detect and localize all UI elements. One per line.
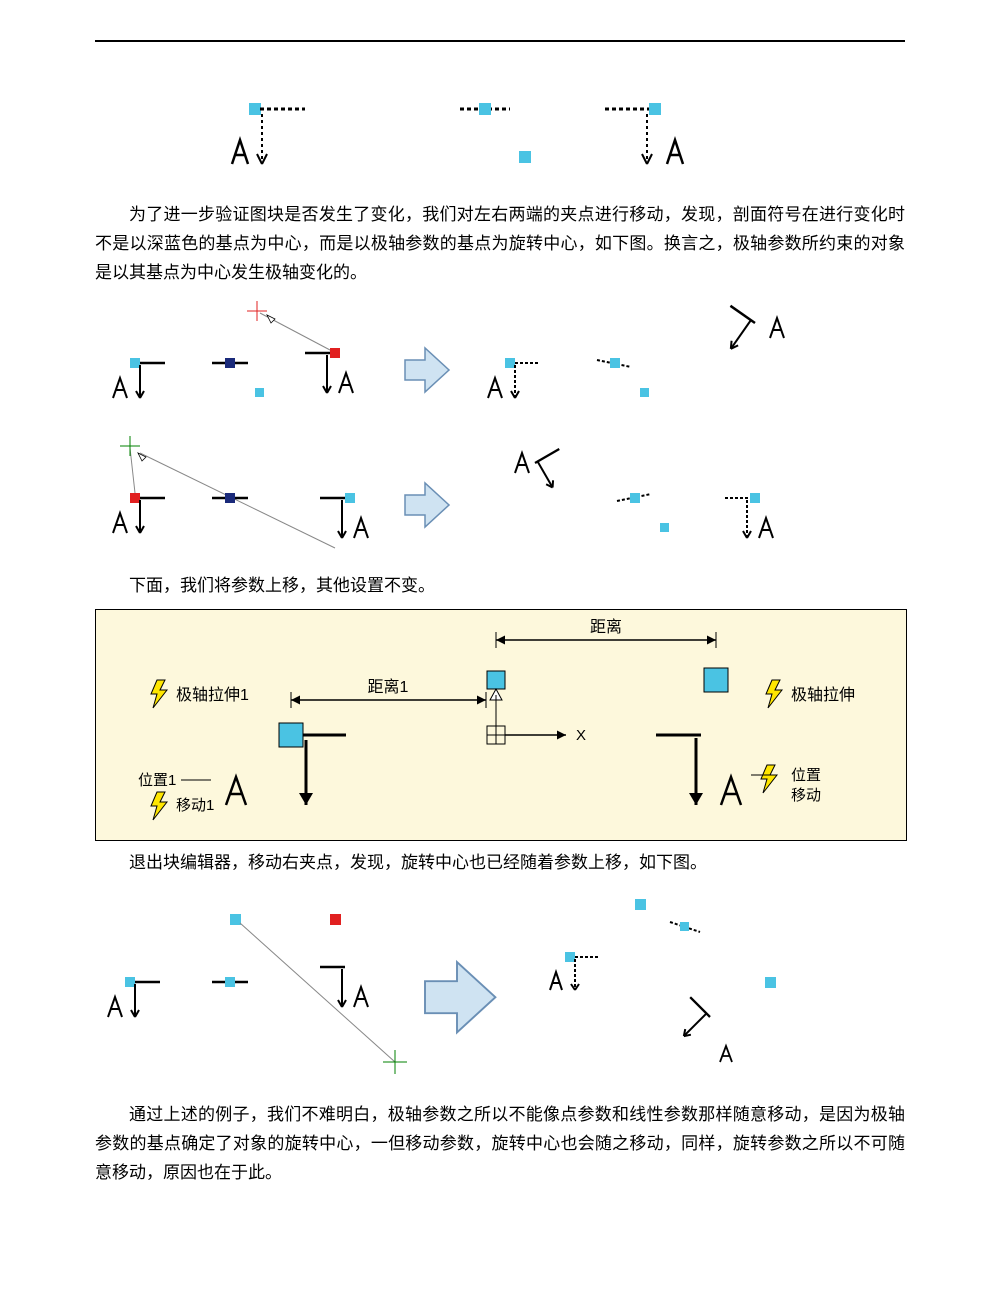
label-distance: 距离 bbox=[590, 618, 622, 636]
label-polar-stretch-1: 极轴拉伸1 bbox=[176, 686, 249, 704]
top-rule bbox=[95, 40, 905, 42]
label-polar-stretch: 极轴拉伸 bbox=[791, 686, 855, 704]
figure-block-editor: 距离 距离1 极轴拉伸1 极轴拉伸 bbox=[95, 609, 907, 841]
figure-top-symbols bbox=[95, 97, 905, 187]
label-pos: 位置 bbox=[791, 767, 821, 784]
paragraph-4: 通过上述的例子，我们不难明白，极轴参数之所以不能像点参数和线性参数那样随意移动，… bbox=[95, 1101, 905, 1188]
paragraph-2: 下面，我们将参数上移，其他设置不变。 bbox=[95, 572, 905, 601]
label-pos1: 位置1 bbox=[138, 772, 176, 789]
document-page: 为了进一步验证图块是否发生了变化，我们对左右两端的夹点进行移动，发现，剖面符号在… bbox=[0, 0, 1000, 1256]
figure-rotation-demo bbox=[95, 298, 905, 558]
label-x: X bbox=[576, 727, 586, 744]
label-move1: 移动1 bbox=[176, 797, 214, 814]
figure-after-edit bbox=[95, 887, 905, 1087]
paragraph-1: 为了进一步验证图块是否发生了变化，我们对左右两端的夹点进行移动，发现，剖面符号在… bbox=[95, 201, 905, 288]
label-move: 移动 bbox=[791, 787, 821, 804]
paragraph-3: 退出块编辑器，移动右夹点，发现，旋转中心也已经随着参数上移，如下图。 bbox=[95, 849, 905, 878]
label-distance1: 距离1 bbox=[368, 678, 409, 696]
